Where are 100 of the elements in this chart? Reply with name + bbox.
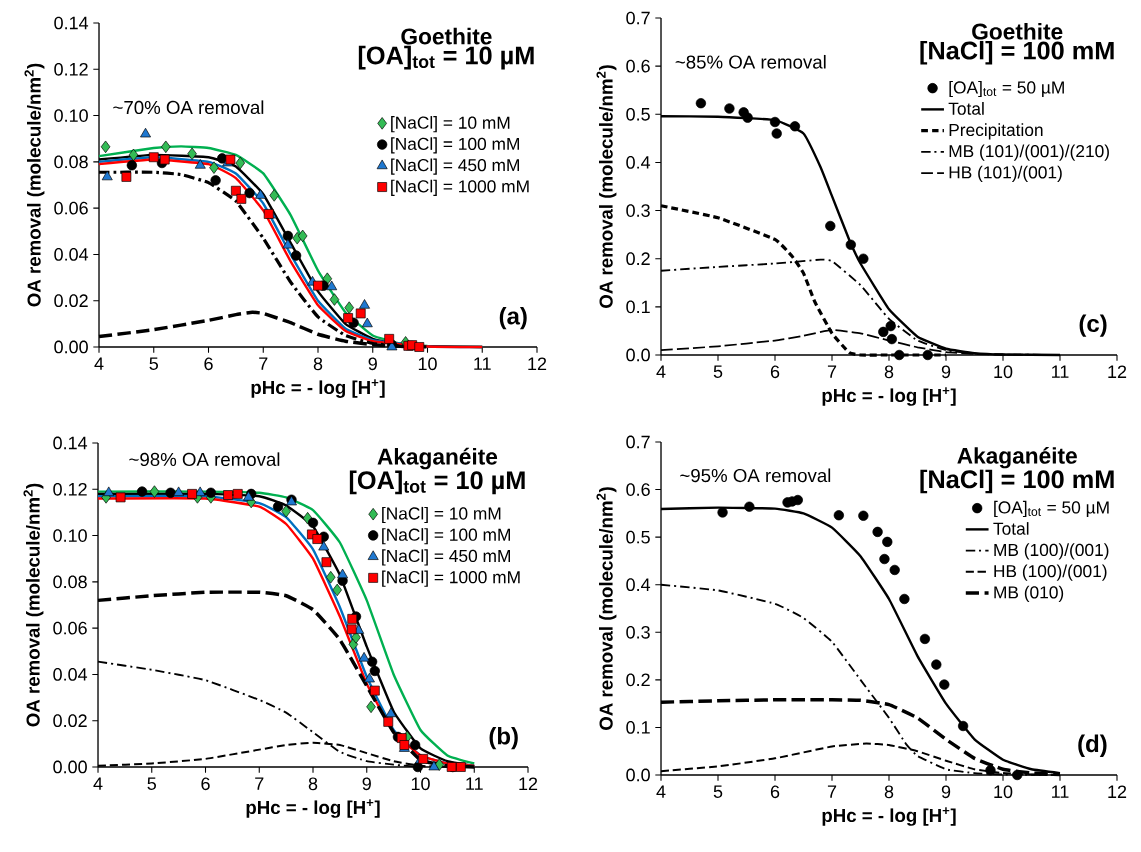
x-tick-label: 4	[656, 365, 666, 378]
annotation: ~85% OA removal	[675, 54, 826, 69]
y-tick-label: 0.14	[53, 436, 88, 450]
annotation: ~98% OA removal	[129, 452, 280, 467]
y-tick-label: 0.7	[626, 435, 650, 449]
legend-label: MB (100)/(001)	[994, 543, 1109, 560]
x-tick-label: 5	[149, 357, 159, 370]
y-tick-label: 0.2	[626, 252, 650, 266]
legend-label: [OA]$_{tot}$ = 50 µM	[949, 80, 1064, 98]
legend-label: [NaCl] = 10 mM	[382, 506, 501, 524]
x-tick-label: 10	[418, 357, 437, 371]
x-tick-label: 6	[770, 785, 780, 799]
x-tick-label: 4	[94, 357, 104, 370]
x-tick-label: 6	[201, 777, 210, 791]
x-tick-label: 12	[519, 777, 538, 790]
x-tick-label: 10	[411, 777, 430, 791]
x-axis-title: pHc = - log [H$^{+}$]	[822, 387, 956, 406]
y-axis-title: OA removal (molecule/nm$^{2}$)	[24, 63, 45, 307]
x-tick-label: 8	[313, 357, 323, 371]
y-tick-label: 0.04	[54, 248, 89, 261]
x-tick-label: 9	[941, 785, 951, 799]
x-tick-label: 10	[994, 365, 1013, 379]
legend-label: [NaCl] = 450 mM	[391, 158, 519, 175]
y-tick-label: 0.02	[53, 714, 87, 728]
y-tick-label: 0.6	[626, 483, 650, 496]
y-tick-label: 0.5	[626, 530, 650, 544]
y-tick-label: 0.10	[54, 109, 88, 122]
x-tick-label: 7	[259, 357, 268, 370]
y-tick-label: 0.7	[626, 11, 650, 25]
x-tick-label: 6	[204, 357, 213, 371]
annotation: (b)	[489, 726, 518, 750]
y-tick-label: 0.14	[54, 16, 89, 30]
y-tick-label: 0.3	[626, 204, 650, 217]
legend-label: [NaCl] = 100 mM	[382, 528, 510, 545]
chart-title: Akaganéite	[377, 447, 498, 470]
y-tick-label: 0.12	[53, 482, 87, 496]
y-tick-label: 0.00	[53, 760, 87, 774]
legend-label: [NaCl] = 100 mM	[391, 137, 519, 154]
y-axis-title: OA removal (molecule/nm$^{2}$)	[23, 483, 44, 727]
x-tick-label: 10	[994, 785, 1013, 799]
y-tick-label: 0.0	[626, 348, 650, 362]
legend-label: MB (101)/(001)/(210)	[949, 144, 1109, 161]
legend-label: [OA]$_{tot}$ = 50 µM	[994, 500, 1109, 518]
y-tick-label: 0.3	[626, 625, 650, 639]
chart-title: Goethite	[401, 27, 492, 45]
legend-label: [NaCl] = 1000 mM	[391, 179, 529, 196]
x-tick-label: 11	[1052, 365, 1069, 378]
legend-label: Precipitation	[949, 123, 1043, 140]
y-tick-label: 0.06	[53, 621, 87, 635]
annotation: ~95% OA removal	[680, 468, 831, 483]
chart-title: Goethite	[972, 22, 1063, 40]
legend-label: HB (101)/(001)	[949, 165, 1062, 182]
annotation: (d)	[1078, 734, 1107, 757]
x-tick-label: 6	[770, 365, 780, 379]
legend-label: Total	[993, 522, 1029, 535]
y-tick-label: 0.4	[626, 578, 651, 592]
text: [OA]$_{tot}$ = 10 µM	[358, 45, 534, 70]
text: [OA]$_{tot}$ = 10 µM	[349, 470, 525, 495]
y-tick-label: 0.4	[626, 156, 651, 169]
x-tick-label: 8	[884, 785, 894, 799]
y-tick-label: 0.04	[53, 668, 88, 681]
y-tick-label: 0.10	[53, 529, 87, 542]
x-tick-label: 7	[827, 785, 837, 798]
x-axis-title: pHc = - log [H$^{+}$]	[822, 807, 956, 826]
x-tick-label: 4	[93, 777, 103, 790]
x-axis-title: pHc = - log [H$^{+}$]	[251, 379, 385, 398]
y-axis-title: OA removal (molecule/nm$^{2}$)	[596, 487, 617, 730]
legend-label: MB (010)	[994, 585, 1064, 602]
x-tick-label: 8	[308, 777, 318, 791]
x-tick-label: 9	[362, 777, 371, 791]
text: [NaCl] = 100 mM	[920, 469, 1114, 494]
y-tick-label: 0.06	[54, 201, 88, 215]
y-tick-label: 0.0	[626, 768, 650, 782]
y-axis-title: OA removal (molecule/nm$^{2}$)	[596, 65, 617, 308]
x-tick-label: 9	[368, 357, 377, 371]
y-tick-label: 0.6	[626, 59, 650, 73]
legend-label: [NaCl] = 1000 mM	[382, 570, 520, 587]
y-tick-label: 0.2	[626, 673, 650, 687]
x-tick-label: 4	[656, 785, 666, 798]
x-tick-label: 11	[1052, 785, 1069, 798]
legend-label: Total	[948, 102, 984, 115]
text: [NaCl] = 100 mM	[920, 40, 1114, 65]
y-tick-label: 0.5	[626, 107, 650, 121]
x-tick-label: 12	[1108, 785, 1127, 798]
legend-label: [NaCl] = 10 mM	[391, 116, 510, 133]
x-tick-label: 11	[474, 357, 491, 370]
annotation: (c)	[1079, 314, 1107, 337]
x-tick-label: 9	[941, 365, 951, 379]
y-tick-label: 0.02	[54, 294, 88, 308]
y-tick-label: 0.08	[53, 575, 87, 589]
legend-label: [NaCl] = 450 mM	[382, 549, 510, 566]
x-tick-label: 5	[713, 785, 723, 798]
annotation: (a)	[499, 306, 527, 330]
y-tick-label: 0.1	[626, 300, 650, 314]
y-tick-label: 0.08	[54, 155, 88, 169]
x-tick-label: 12	[528, 357, 547, 370]
chart-title: Akaganéite	[957, 446, 1077, 469]
y-tick-label: 0.12	[54, 62, 88, 76]
x-tick-label: 11	[466, 777, 483, 790]
annotation: ~70% OA removal	[113, 100, 264, 115]
